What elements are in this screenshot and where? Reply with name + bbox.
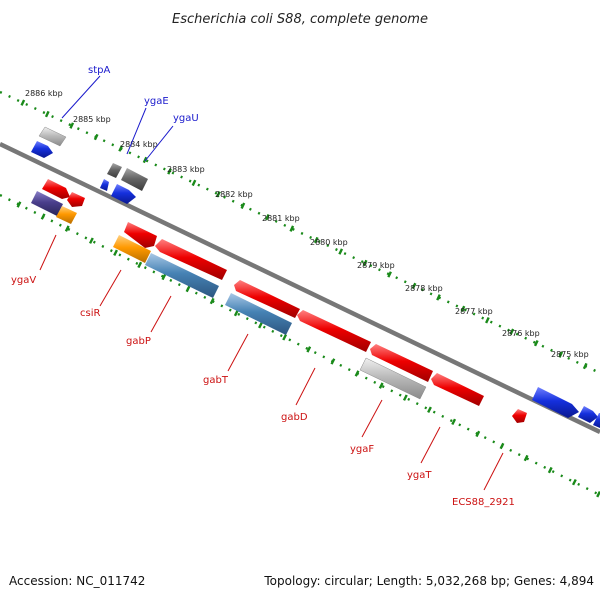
gabT-label-leader — [227, 333, 249, 372]
forward-tick-track — [0, 89, 600, 376]
tick-label-2877: 2877 kbp — [455, 307, 493, 316]
gene-forward-blue-2[interactable] — [100, 179, 109, 191]
gene-ygaV-red-2[interactable] — [67, 192, 85, 207]
gabD-label-leader — [295, 367, 316, 406]
reverse-dotted-track — [0, 193, 600, 497]
tick-label-2886: 2886 kbp — [25, 89, 63, 98]
gene-gabD-red-2[interactable] — [370, 344, 433, 382]
gabD-label[interactable]: gabD — [281, 412, 308, 423]
forward-dotted-track — [0, 90, 600, 375]
gene-ECS88_2921[interactable] — [512, 409, 527, 423]
gene-gabP-red[interactable] — [155, 239, 227, 280]
gene-csiR-red[interactable] — [124, 222, 157, 248]
gene-ygaT[interactable] — [431, 373, 484, 406]
gene-gabP[interactable] — [145, 253, 219, 298]
ygaV-label-leader — [39, 234, 57, 271]
reverse-genes — [31, 179, 527, 423]
tick-label-2882: 2882 kbp — [215, 190, 253, 199]
backbone-line — [0, 141, 600, 435]
stpA-label-leader — [61, 75, 101, 119]
ECS88_2921-label-leader — [483, 452, 504, 491]
tick-label-2875: 2875 kbp — [551, 350, 589, 359]
forward-genes — [31, 126, 600, 428]
gabT-label[interactable]: gabT — [203, 375, 229, 386]
ygaE-label[interactable]: ygaE — [144, 96, 169, 107]
tick-label-2880: 2880 kbp — [310, 238, 348, 247]
ygaV-label[interactable]: ygaV — [11, 275, 36, 286]
forward-gene-labels: stpA ygaE ygaU — [61, 65, 199, 162]
ygaT-label-leader — [420, 426, 441, 464]
gene-csiR[interactable] — [113, 235, 151, 263]
gene-ygaV[interactable] — [31, 191, 63, 216]
ygaU-label-leader — [144, 125, 174, 162]
tick-label-2885: 2885 kbp — [73, 115, 111, 124]
csiR-label[interactable]: csiR — [80, 308, 100, 319]
gabP-label-leader — [150, 295, 172, 333]
gene-ygaU[interactable] — [121, 168, 148, 191]
tick-label-2881: 2881 kbp — [262, 214, 300, 223]
map-title: Escherichia coli S88, complete genome — [172, 12, 428, 27]
gene-forward-blue-6[interactable] — [593, 413, 600, 428]
gene-gabT[interactable] — [225, 293, 292, 335]
tick-label-2879: 2879 kbp — [357, 261, 395, 270]
ygaF-label[interactable]: ygaF — [350, 444, 374, 455]
ygaE-label-leader — [126, 107, 147, 155]
stpA-label[interactable]: stpA — [88, 65, 110, 76]
gene-forward-blue-1[interactable] — [31, 141, 53, 158]
reverse-gene-labels: ygaV csiR gabP gabT gabD ygaF ygaT ECS88… — [11, 234, 515, 508]
gene-gabT-red[interactable] — [234, 280, 300, 318]
gene-stpA[interactable] — [38, 126, 67, 147]
gabP-label[interactable]: gabP — [126, 336, 151, 347]
ygaT-label[interactable]: ygaT — [407, 470, 432, 481]
gene-ygaE[interactable] — [107, 163, 122, 178]
tick-labels: 2886 kbp 2885 kbp 2884 kbp 2883 kbp 2882… — [25, 89, 589, 359]
gene-ygaF[interactable] — [359, 357, 427, 400]
csiR-label-leader — [99, 269, 122, 307]
tick-label-2878: 2878 kbp — [405, 284, 443, 293]
tick-label-2876: 2876 kbp — [502, 329, 540, 338]
gene-ygaV-red-1[interactable] — [42, 179, 70, 199]
ECS88_2921-label[interactable]: ECS88_2921 — [452, 497, 515, 508]
gene-forward-blue-5[interactable] — [578, 406, 598, 423]
gene-forward-blue-3[interactable] — [111, 184, 136, 204]
topology-text: Topology: circular; Length: 5,032,268 bp… — [264, 574, 594, 588]
tick-label-2883: 2883 kbp — [167, 165, 205, 174]
tick-label-2884: 2884 kbp — [120, 140, 158, 149]
gene-gabD[interactable] — [297, 310, 371, 352]
ygaU-label[interactable]: ygaU — [173, 113, 199, 124]
accession-text: Accession: NC_011742 — [9, 574, 146, 588]
reverse-tick-track — [0, 192, 600, 498]
ygaF-label-leader — [361, 399, 383, 438]
backbone — [0, 141, 600, 435]
gene-forward-blue-4[interactable] — [532, 387, 579, 418]
gene-ygaV-orange[interactable] — [56, 206, 77, 224]
